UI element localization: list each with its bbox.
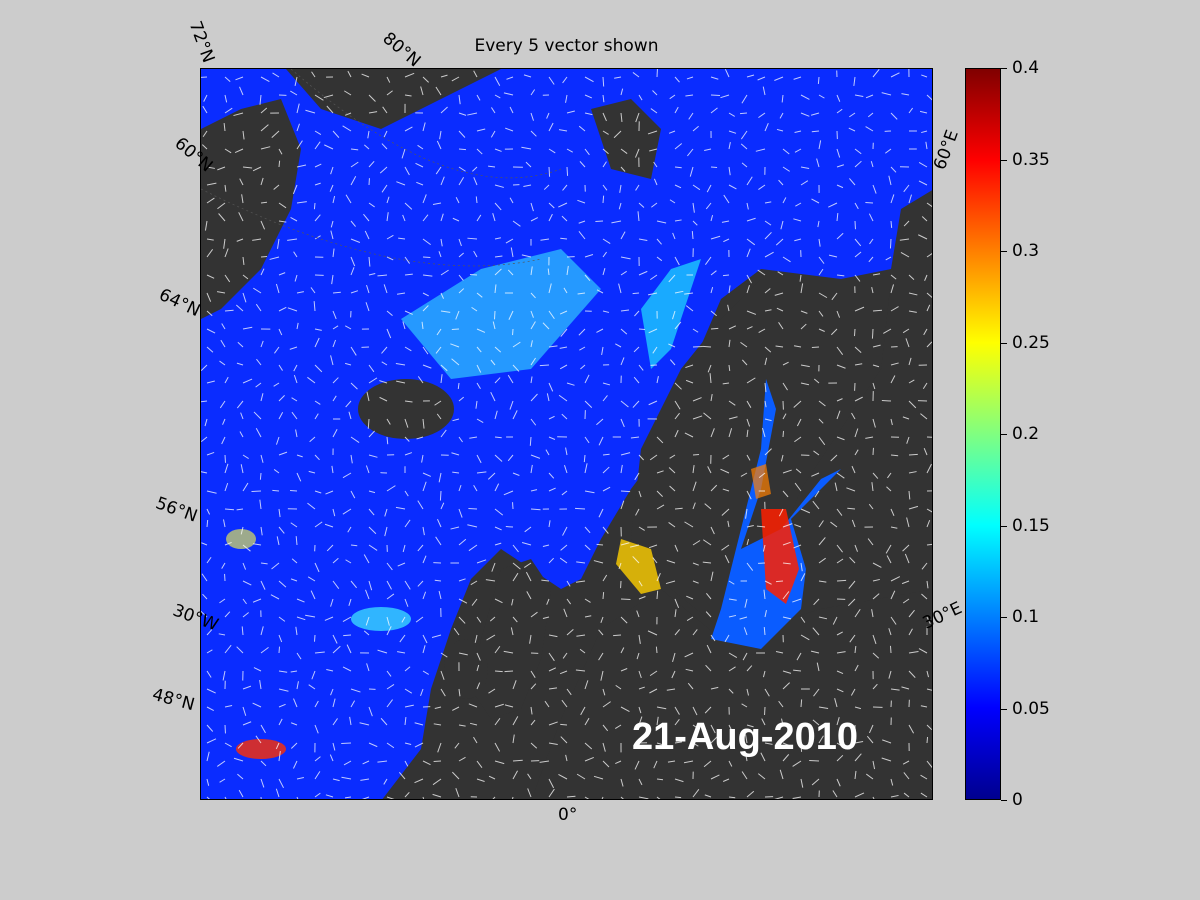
- colorbar-tick-label: 0.1: [1012, 607, 1040, 627]
- colorbar-tick: [1001, 525, 1007, 527]
- speed-patch-coastal: [641, 259, 701, 369]
- speed-patch-norwegian: [401, 249, 601, 379]
- speed-patch-baltic-high: [761, 509, 799, 604]
- speed-patch-skagerrak: [616, 539, 661, 594]
- colorbar-tick-label: 0.3: [1012, 241, 1040, 261]
- colorbar-tick-label: 0.15: [1012, 515, 1050, 536]
- colorbar-tick: [1001, 342, 1007, 344]
- colorbar-tick-label: 0.35: [1012, 149, 1050, 170]
- iceland-land: [358, 379, 454, 439]
- baltic-sea: [711, 379, 841, 649]
- colorbar-tick: [1001, 159, 1007, 161]
- colorbar-tick-label: 0.2: [1012, 424, 1040, 444]
- colorbar-tick-label: 0: [1012, 790, 1023, 810]
- lon-label-60E: 60°E: [930, 127, 963, 173]
- plot-title: Every 5 vector shown: [474, 36, 659, 56]
- vector-field: [201, 69, 932, 799]
- svalbard-land: [591, 99, 661, 179]
- colorbar-tick: [1001, 434, 1007, 435]
- colorbar-tick: [1001, 251, 1007, 252]
- lat-label-56N: 56°N: [152, 493, 200, 527]
- colorbar-tick: [1001, 800, 1007, 801]
- lat-label-48N: 48°N: [150, 684, 197, 716]
- speed-patch-eddy-2: [236, 739, 286, 759]
- continent-land: [531, 589, 932, 799]
- date-label: 21-Aug-2010: [632, 716, 858, 758]
- colorbar: [965, 68, 1001, 800]
- speed-patch-eddy-3: [226, 529, 256, 549]
- ireland-land: [444, 639, 488, 699]
- colorbar-tick-label: 0.25: [1012, 332, 1050, 353]
- lat-label-80N: 80°N: [378, 28, 425, 72]
- colorbar-tick: [1001, 617, 1007, 618]
- greenland-land: [201, 99, 301, 319]
- speed-patch-eddy-1: [351, 607, 411, 631]
- current-speed-map: [201, 69, 932, 799]
- lat-label-64N: 64°N: [155, 284, 204, 322]
- colorbar-tick: [1001, 708, 1007, 710]
- lon-label-0: 0°: [558, 805, 578, 825]
- map-panel[interactable]: [200, 68, 933, 800]
- colorbar-tick-label: 0.05: [1012, 698, 1050, 719]
- colorbar-tick-label: 0.4: [1012, 58, 1040, 78]
- colorbar-tick: [1001, 68, 1007, 69]
- graticule: [201, 69, 562, 267]
- speed-patch-baltic-mid: [751, 464, 771, 499]
